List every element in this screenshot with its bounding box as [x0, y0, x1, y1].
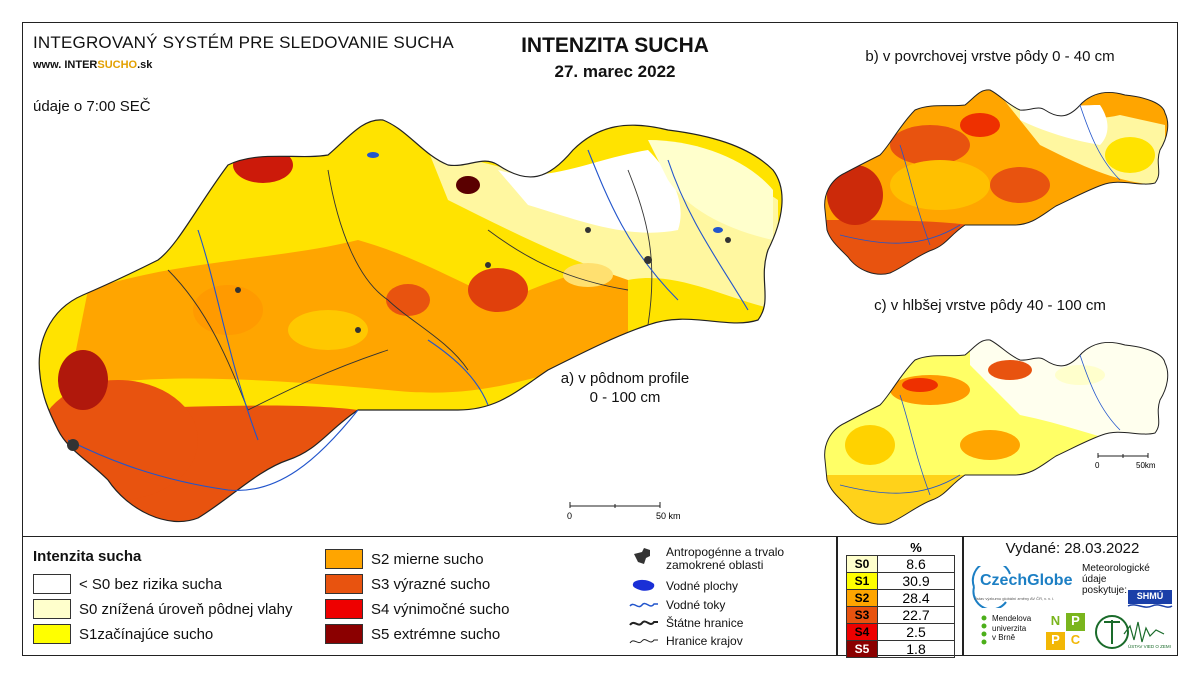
time-note: údaje o 7:00 SEČ	[33, 98, 151, 115]
deep-layer-map	[824, 339, 1169, 525]
main-caption-line1: a) v pôdnom profile	[560, 370, 690, 387]
shmu-logo: SHMÚ	[1126, 584, 1174, 610]
symbol-item: Vodné toky	[628, 596, 828, 614]
urban-area-icon	[634, 548, 650, 564]
small-scale-start: 0	[1095, 461, 1100, 470]
main-map-caption: a) v pôdnom profile 0 - 100 cm	[520, 370, 730, 406]
symbol-item: Antropogénne a trvalo zamokrené oblasti	[628, 546, 828, 576]
main-drought-map	[38, 119, 783, 523]
water-body-icon	[632, 579, 655, 591]
legend-title: Intenzita sucha	[33, 548, 142, 565]
legend-item: S4 výnimočné sucho	[325, 598, 509, 620]
legend-swatch-s2	[325, 549, 363, 569]
meteo-provider-label: Meteorologické údaje poskytuje:	[1082, 563, 1150, 596]
state-border-icon	[629, 620, 658, 626]
symbol-item: Vodné plochy	[628, 576, 828, 596]
percent-row: S4 2.5	[846, 623, 955, 641]
legend-divider	[836, 536, 838, 656]
map-frame	[22, 22, 1178, 656]
small-scale-bar: 0 50km	[1095, 453, 1156, 470]
nppc-logo: N P P C	[1046, 613, 1086, 651]
legend-item: S2 mierne sucho	[325, 548, 509, 570]
main-scale-bar: 0 50 km	[567, 502, 681, 521]
percent-row: S0 8.6	[846, 555, 955, 573]
mendel-university-logo: Mendelova univerzita v Brně	[978, 612, 1038, 652]
earth-science-institute-logo: ÚSTAV VIED O ZEMI	[1094, 612, 1171, 652]
legend-item: < S0 bez rizika sucha	[33, 573, 292, 595]
legend-divider	[962, 536, 964, 656]
percent-table: % S0 8.6 S1 30.9 S2 28.4 S3 22.7 S4 2.5 S5 1.8	[846, 540, 955, 658]
region-border-icon	[629, 639, 658, 644]
legend-classes-col2: S2 mierne sucho S3 výrazné sucho S4 výni…	[325, 548, 509, 645]
percent-row: S3 22.7	[846, 606, 955, 624]
legend-classes-col1: < S0 bez rizika sucha S0 znížená úroveň …	[33, 573, 292, 645]
small-scale-end: 50km	[1136, 461, 1156, 470]
symbol-item: Štátne hranice	[628, 614, 828, 632]
legend-swatch-s1	[33, 624, 71, 644]
symbol-item: Hranice krajov	[628, 632, 828, 650]
legend-swatch-s5	[325, 624, 363, 644]
percent-header: %	[910, 540, 922, 555]
river-icon	[629, 602, 658, 608]
system-title: INTEGROVANÝ SYSTÉM PRE SLEDOVANIE SUCHA	[33, 33, 454, 52]
legend-item: S1začínajúce sucho	[33, 623, 292, 645]
percent-row: S2 28.4	[846, 589, 955, 607]
legend-item: S0 znížená úroveň pôdnej vlahy	[33, 598, 292, 620]
surface-map-caption: b) v povrchovej vrstve pôdy 0 - 40 cm	[865, 48, 1115, 65]
main-scale-end: 50 km	[656, 511, 681, 521]
percent-row: S1 30.9	[846, 572, 955, 590]
legend-panel	[22, 536, 1178, 657]
issued-date: Vydané: 28.03.2022	[1005, 540, 1140, 557]
czechglobe-logo: CzechGlobe Ústav výzkumu globální změny …	[970, 560, 1078, 611]
main-caption-line2: 0 - 100 cm	[589, 389, 661, 406]
main-scale-start: 0	[567, 511, 572, 521]
legend-swatch-s0	[33, 599, 71, 619]
legend-item: S3 výrazné sucho	[325, 573, 509, 595]
website-link[interactable]: www. INTERSUCHO.sk	[33, 59, 153, 71]
surface-layer-map	[824, 89, 1169, 275]
urban-area-bratislava	[67, 439, 79, 451]
page-title: INTENZITA SUCHA	[521, 34, 709, 57]
legend-swatch-s3	[325, 574, 363, 594]
symbol-legend: Antropogénne a trvalo zamokrené oblasti …	[628, 546, 828, 650]
legend-swatch-s4	[325, 599, 363, 619]
map-date: 27. marec 2022	[554, 62, 676, 81]
legend-swatch-none	[33, 574, 71, 594]
percent-row: S5 1.8	[846, 640, 955, 658]
deep-map-caption: c) v hlbšej vrstve pôdy 40 - 100 cm	[874, 297, 1106, 314]
legend-item: S5 extrémne sucho	[325, 623, 509, 645]
